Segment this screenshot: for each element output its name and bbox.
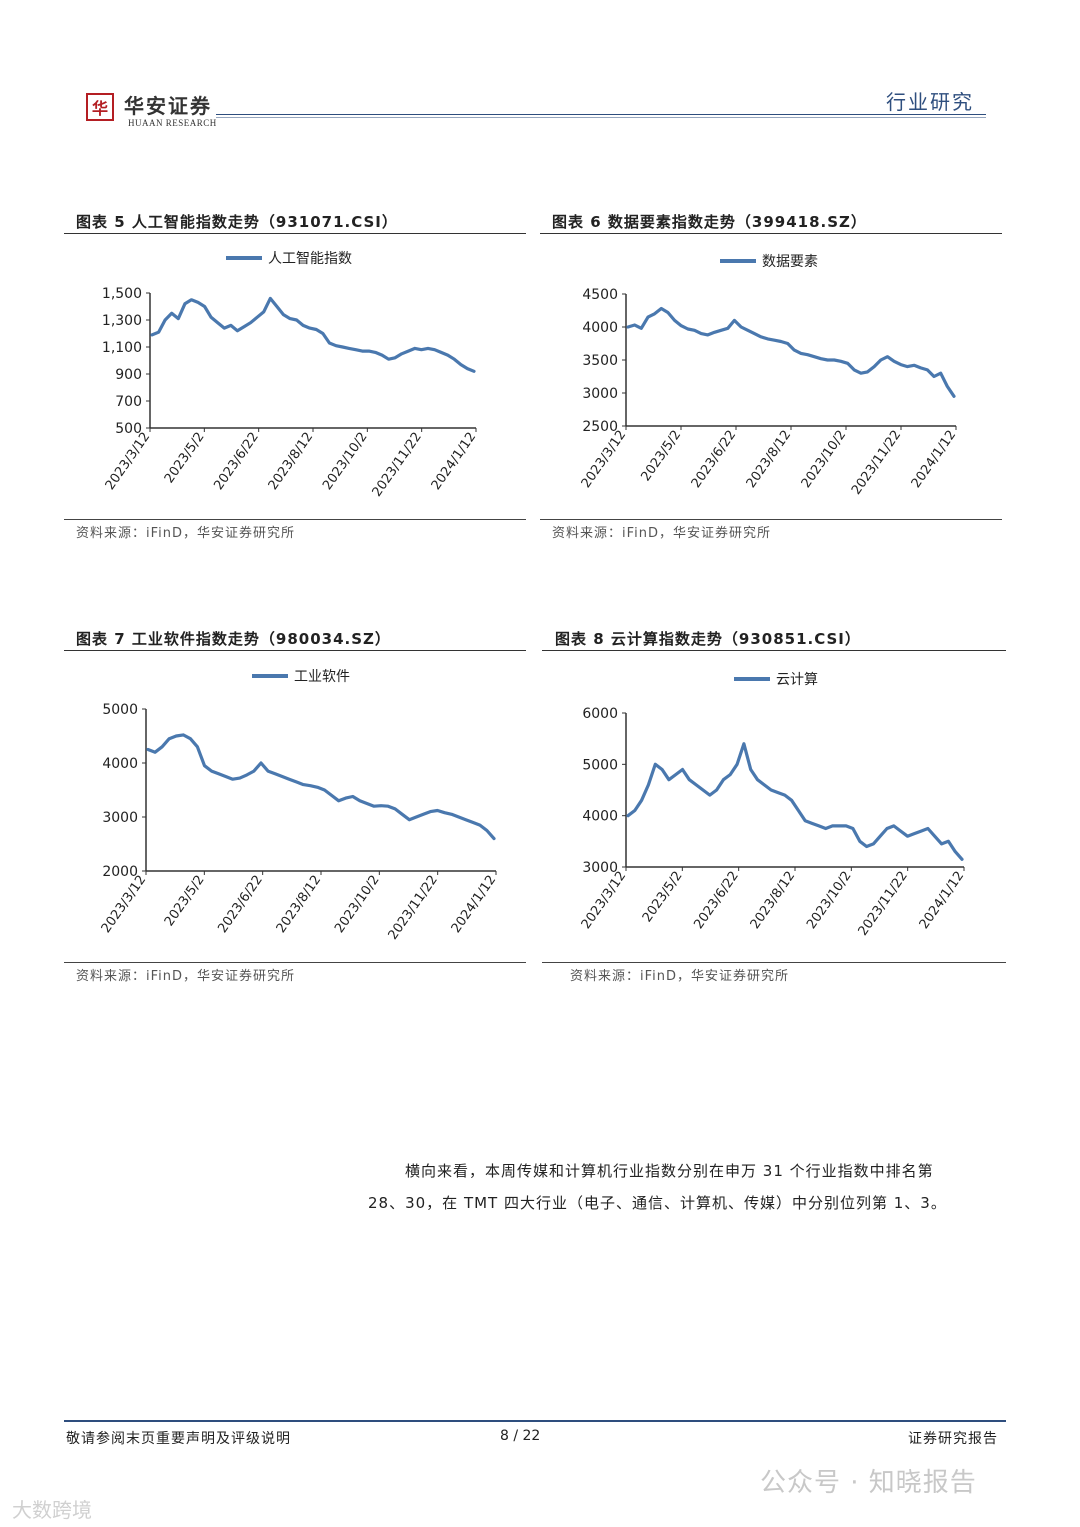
y-tick-label: 1,300 xyxy=(102,313,142,329)
x-tick-label: 2023/11/22 xyxy=(856,869,911,939)
y-tick-label: 1,100 xyxy=(102,340,142,356)
y-tick-label: 900 xyxy=(115,367,142,383)
x-tick-label: 2023/3/12 xyxy=(579,428,630,491)
header-divider xyxy=(216,114,986,115)
x-tick-label: 2023/11/22 xyxy=(849,428,904,498)
x-tick-label: 2023/3/12 xyxy=(103,430,154,493)
chart-title: 图表 8 云计算指数走势（930851.CSI） xyxy=(555,630,861,648)
footer-disclaimer: 敬请参阅末页重要声明及评级说明 xyxy=(66,1431,291,1447)
x-tick-label: 2023/6/22 xyxy=(211,430,262,493)
body-paragraph-line-1: 横向来看，本周传媒和计算机行业指数分别在申万 31 个行业指数中排名第 xyxy=(405,1162,934,1180)
chart-source: 资料来源：iFinD，华安证券研究所 xyxy=(552,526,772,541)
chart-title: 图表 6 数据要素指数走势（399418.SZ） xyxy=(552,213,867,231)
chart-top-rule xyxy=(64,233,526,234)
x-tick-label: 2024/1/12 xyxy=(449,873,500,936)
watermark-brand: 大数跨境 xyxy=(12,1498,92,1522)
x-tick-label: 2023/5/2 xyxy=(162,430,208,486)
chart-source: 资料来源：iFinD，华安证券研究所 xyxy=(570,969,790,984)
chart-top-rule xyxy=(64,650,526,651)
x-tick-label: 2023/11/22 xyxy=(386,873,441,943)
chart-bottom-rule xyxy=(64,519,526,520)
header-divider-secondary xyxy=(216,117,986,118)
x-tick-label: 2024/1/12 xyxy=(429,430,480,493)
chart-bottom-rule xyxy=(542,962,1006,963)
x-tick-label: 2023/8/12 xyxy=(266,430,317,493)
x-tick-label: 2023/10/2 xyxy=(799,428,850,491)
legend-label: 云计算 xyxy=(776,672,818,688)
y-tick-label: 3000 xyxy=(582,860,618,876)
x-tick-label: 2023/8/12 xyxy=(274,873,325,936)
x-tick-label: 2024/1/12 xyxy=(909,428,960,491)
x-tick-label: 2023/6/22 xyxy=(691,869,742,932)
chart-title: 图表 7 工业软件指数走势（980034.SZ） xyxy=(76,630,391,648)
x-tick-label: 2023/8/12 xyxy=(748,869,799,932)
chart-source: 资料来源：iFinD，华安证券研究所 xyxy=(76,526,296,541)
y-tick-label: 4500 xyxy=(582,287,618,303)
x-tick-label: 2023/10/2 xyxy=(332,873,383,936)
y-tick-label: 500 xyxy=(115,421,142,437)
logo-chinese: 华安证券 xyxy=(124,94,212,118)
x-tick-label: 2023/5/2 xyxy=(638,428,684,484)
y-tick-label: 4000 xyxy=(582,320,618,336)
legend-label: 工业软件 xyxy=(294,669,350,685)
y-tick-label: 3000 xyxy=(582,386,618,402)
page-number: 8 / 22 xyxy=(500,1428,541,1444)
x-tick-label: 2023/3/12 xyxy=(99,873,150,936)
chart-bottom-rule xyxy=(64,962,526,963)
y-tick-label: 700 xyxy=(115,394,142,410)
y-tick-label: 4000 xyxy=(102,756,138,772)
chart-top-rule xyxy=(540,233,1002,234)
x-tick-label: 2023/5/2 xyxy=(162,873,208,929)
logo-english: HUAAN RESEARCH xyxy=(128,118,217,128)
y-tick-label: 1,500 xyxy=(102,286,142,302)
logo-mark: 华 xyxy=(86,93,114,121)
series-line xyxy=(146,733,496,841)
footer-divider xyxy=(64,1420,1006,1422)
chart-title: 图表 5 人工智能指数走势（931071.CSI） xyxy=(76,213,398,231)
legend-label: 人工智能指数 xyxy=(268,251,352,267)
series-line xyxy=(626,742,964,861)
y-tick-label: 2500 xyxy=(582,419,618,435)
x-tick-label: 2023/8/12 xyxy=(744,428,795,491)
y-tick-label: 5000 xyxy=(102,702,138,718)
x-tick-label: 2023/10/2 xyxy=(804,869,855,932)
x-tick-label: 2023/3/12 xyxy=(579,869,630,932)
x-tick-label: 2023/5/2 xyxy=(640,869,686,925)
y-tick-label: 6000 xyxy=(582,706,618,722)
chart-source: 资料来源：iFinD，华安证券研究所 xyxy=(76,969,296,984)
watermark-wechat: 公众号 · 知晓报告 xyxy=(760,1468,977,1498)
y-tick-label: 3500 xyxy=(582,353,618,369)
x-tick-label: 2024/1/12 xyxy=(917,869,968,932)
body-paragraph-line-2: 28、30，在 TMT 四大行业（电子、通信、计算机、传媒）中分别位列第 1、3… xyxy=(368,1194,947,1212)
series-line xyxy=(150,296,476,373)
y-tick-label: 3000 xyxy=(102,810,138,826)
x-tick-label: 2023/6/22 xyxy=(689,428,740,491)
x-tick-label: 2023/6/22 xyxy=(215,873,266,936)
footer-report-type: 证券研究报告 xyxy=(908,1431,998,1447)
x-tick-label: 2023/10/2 xyxy=(320,430,371,493)
y-tick-label: 5000 xyxy=(582,757,618,773)
x-tick-label: 2023/11/22 xyxy=(370,430,425,500)
legend-label: 数据要素 xyxy=(762,254,818,270)
series-line xyxy=(626,306,956,398)
section-tag: 行业研究 xyxy=(886,90,974,114)
y-tick-label: 4000 xyxy=(582,809,618,825)
chart-bottom-rule xyxy=(540,519,1002,520)
y-tick-label: 2000 xyxy=(102,864,138,880)
chart-top-rule xyxy=(542,650,1006,651)
